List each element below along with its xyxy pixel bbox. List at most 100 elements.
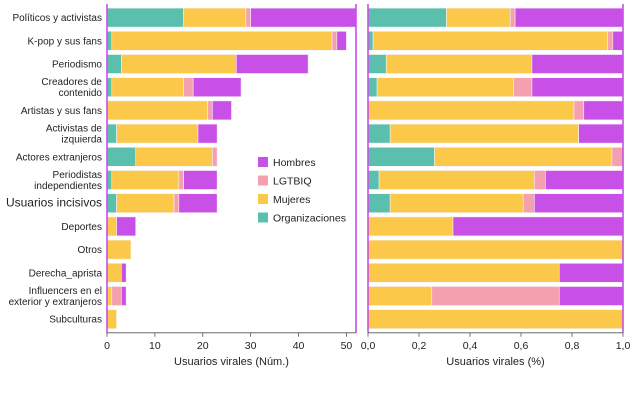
bar-abs-artistas-y-sus-fans-mujeres bbox=[106, 100, 208, 121]
category-label-k-pop-y-sus-fans: K-pop y sus fans bbox=[28, 36, 102, 47]
bar-abs-actores-extranjeros-mujeres bbox=[135, 147, 213, 167]
bar-abs-activistas-de-izquierda-hombres bbox=[197, 123, 218, 144]
bar-abs-subculturas-mujeres bbox=[106, 309, 117, 330]
bar-pct-periodistas-independientes-organizaciones bbox=[367, 170, 380, 190]
bar-abs-periodismo-hombres bbox=[235, 54, 309, 74]
bar-pct-politicos-y-activistas-organizaciones bbox=[367, 7, 447, 28]
x-tick-label: 10 bbox=[149, 340, 161, 352]
legend-swatch-hombres bbox=[258, 157, 268, 167]
bar-pct-k-pop-y-sus-fans-lgtbiq bbox=[607, 30, 614, 51]
category-label-derecha-aprista: Derecha_aprista bbox=[29, 268, 103, 279]
bar-abs-periodistas-independientes-lgtbiq bbox=[178, 170, 184, 190]
bar-pct-creadores-de-contenido-organizaciones bbox=[367, 77, 378, 97]
panel-absolute: 0 10 20 30 40 50 Usuarios virales (Núm.) bbox=[104, 4, 357, 368]
bar-abs-actores-extranjeros-organizaciones bbox=[106, 147, 137, 167]
bar-pct-politicos-y-activistas-mujeres bbox=[446, 7, 511, 28]
bar-abs-periodismo-mujeres bbox=[121, 54, 237, 74]
x-tick-label: 0,6 bbox=[514, 340, 529, 352]
bar-abs-activistas-de-izquierda-mujeres bbox=[116, 123, 199, 144]
bar-abs-periodistas-independientes-mujeres bbox=[111, 170, 180, 190]
bar-abs-periodismo-organizaciones bbox=[106, 54, 122, 74]
bar-abs-deportes-mujeres bbox=[106, 216, 117, 237]
bar-abs-influencers-en-el-exterior-y-extranjeros-lgtbiq bbox=[111, 286, 122, 306]
bar-pct-activistas-de-izquierda-mujeres bbox=[389, 123, 579, 144]
bar-abs-usuarios-incisivos-organizaciones bbox=[106, 193, 117, 213]
bar-abs-politicos-y-activistas-organizaciones bbox=[106, 7, 184, 28]
x-tick-label: 0,4 bbox=[463, 340, 478, 352]
bar-pct-politicos-y-activistas-lgtbiq bbox=[509, 7, 516, 28]
bar-pct-periodismo-hombres bbox=[531, 54, 624, 74]
legend-label-mujeres: Mujeres bbox=[273, 194, 310, 206]
bar-pct-deportes-mujeres bbox=[367, 216, 454, 237]
bar-abs-k-pop-y-sus-fans-hombres bbox=[336, 30, 347, 51]
bar-pct-actores-extranjeros-lgtbiq bbox=[611, 147, 624, 167]
x-tick-label: 40 bbox=[293, 340, 305, 352]
x-tick-label: 30 bbox=[245, 340, 257, 352]
legend-label-hombres: Hombres bbox=[273, 157, 316, 169]
bar-pct-actores-extranjeros-organizaciones bbox=[367, 147, 435, 167]
category-label-subculturas: Subculturas bbox=[49, 315, 102, 326]
bar-pct-artistas-y-sus-fans-mujeres bbox=[367, 100, 575, 121]
bar-abs-usuarios-incisivos-hombres bbox=[178, 193, 218, 213]
bar-pct-usuarios-incisivos-organizaciones bbox=[367, 193, 391, 213]
bar-pct-usuarios-incisivos-hombres bbox=[534, 193, 624, 213]
bar-pct-actores-extranjeros-mujeres bbox=[434, 147, 613, 167]
legend-swatch-mujeres bbox=[258, 194, 268, 204]
bar-pct-deportes-hombres bbox=[452, 216, 624, 237]
legend-swatch-organizaciones bbox=[258, 212, 268, 223]
x-tick-label: 0 bbox=[104, 340, 110, 352]
bar-abs-politicos-y-activistas-mujeres bbox=[183, 7, 247, 28]
bar-abs-usuarios-incisivos-lgtbiq bbox=[173, 193, 180, 213]
bar-abs-deportes-hombres bbox=[116, 216, 137, 237]
bar-pct-subculturas-mujeres bbox=[367, 309, 624, 330]
category-label-deportes: Deportes bbox=[61, 222, 102, 233]
bar-abs-periodistas-independientes-hombres bbox=[183, 170, 218, 190]
bar-abs-otros-mujeres bbox=[106, 239, 132, 260]
category-label-periodistas-independientes: Periodistas independientes bbox=[34, 170, 102, 192]
legend-label-lgtbiq: LGTBIQ bbox=[273, 176, 312, 188]
bar-pct-activistas-de-izquierda-hombres bbox=[578, 123, 624, 144]
x-axis-title: Usuarios virales (%) bbox=[446, 356, 544, 368]
bar-pct-activistas-de-izquierda-organizaciones bbox=[367, 123, 391, 144]
bar-pct-periodistas-independientes-mujeres bbox=[378, 170, 535, 190]
bar-pct-influencers-en-el-exterior-y-extranjeros-mujeres bbox=[367, 286, 433, 306]
bar-pct-usuarios-incisivos-lgtbiq bbox=[522, 193, 535, 213]
bar-pct-artistas-y-sus-fans-lgtbiq bbox=[573, 100, 585, 121]
category-label-artistas-y-sus-fans: Artistas y sus fans bbox=[21, 106, 102, 117]
bar-pct-influencers-en-el-exterior-y-extranjeros-hombres bbox=[558, 286, 624, 306]
category-label-influencers-en-el-exterior-y-extranjeros: Influencers en el exterior y extranjeros bbox=[9, 286, 102, 308]
bar-pct-usuarios-incisivos-mujeres bbox=[389, 193, 524, 213]
bar-abs-creadores-de-contenido-hombres bbox=[192, 77, 242, 97]
bar-abs-artistas-y-sus-fans-lgtbiq bbox=[207, 100, 213, 121]
bar-pct-influencers-en-el-exterior-y-extranjeros-lgtbiq bbox=[431, 286, 560, 306]
bar-pct-otros-mujeres bbox=[367, 239, 624, 260]
category-label-actores-extranjeros: Actores extranjeros bbox=[16, 152, 102, 163]
bar-abs-k-pop-y-sus-fans-lgtbiq bbox=[331, 30, 338, 51]
bar-pct-derecha-aprista-hombres bbox=[558, 262, 624, 283]
bar-pct-creadores-de-contenido-hombres bbox=[531, 77, 624, 97]
x-tick-label: 0,8 bbox=[565, 340, 580, 352]
legend-label-organizaciones: Organizaciones bbox=[273, 213, 346, 225]
bar-pct-k-pop-y-sus-fans-mujeres bbox=[372, 30, 609, 51]
bar-abs-influencers-en-el-exterior-y-extranjeros-hombres bbox=[121, 286, 127, 306]
bar-abs-derecha-aprista-mujeres bbox=[106, 262, 122, 283]
bar-pct-periodistas-independientes-lgtbiq bbox=[534, 170, 546, 190]
bar-abs-actores-extranjeros-lgtbiq bbox=[212, 147, 218, 167]
x-tick-label: 50 bbox=[341, 340, 353, 352]
legend-swatch-lgtbiq bbox=[258, 175, 268, 186]
category-label-usuarios-incisivos: Usuarios incisivos bbox=[6, 196, 102, 210]
bar-abs-creadores-de-contenido-lgtbiq bbox=[183, 77, 194, 97]
x-tick-label: 1,0 bbox=[616, 340, 631, 352]
bar-abs-artistas-y-sus-fans-hombres bbox=[212, 100, 232, 121]
bar-abs-usuarios-incisivos-mujeres bbox=[116, 193, 175, 213]
bar-abs-k-pop-y-sus-fans-mujeres bbox=[111, 30, 333, 51]
bar-pct-creadores-de-contenido-mujeres bbox=[376, 77, 515, 97]
legend: Hombres LGTBIQ Mujeres Organizaciones bbox=[258, 157, 346, 225]
bar-pct-periodismo-mujeres bbox=[385, 54, 533, 74]
bar-abs-derecha-aprista-hombres bbox=[121, 262, 127, 283]
bar-pct-k-pop-y-sus-fans-hombres bbox=[612, 30, 624, 51]
category-label-periodismo: Periodismo bbox=[52, 60, 102, 71]
bar-abs-politicos-y-activistas-lgtbiq bbox=[245, 7, 251, 28]
bar-pct-periodistas-independientes-hombres bbox=[545, 170, 624, 190]
